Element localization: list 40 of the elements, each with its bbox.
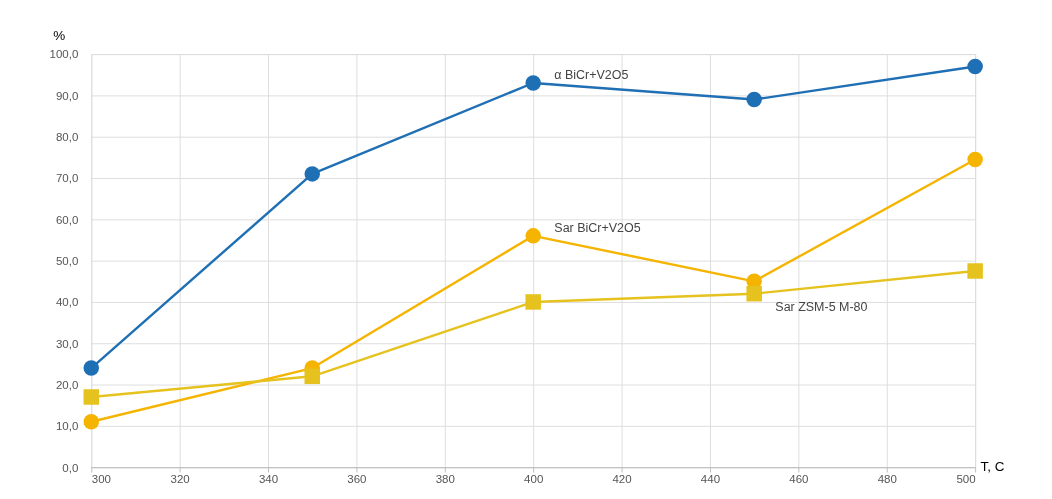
point: [967, 263, 983, 279]
point: [304, 368, 320, 385]
y-tick-label: 10,0: [55, 420, 79, 433]
point: [967, 58, 983, 75]
x-tick-label: 440: [700, 473, 721, 486]
x-tick-label: 500: [956, 473, 976, 486]
point: [525, 75, 541, 91]
x-tick-label: 300: [91, 473, 111, 486]
y-tick-label: 90,0: [55, 89, 79, 102]
series-label: Sar BiCr+V2O5: [554, 221, 641, 236]
point: [83, 360, 100, 376]
point: [967, 151, 983, 168]
point: [746, 285, 762, 302]
point: [746, 91, 762, 108]
series-label: α BiCr+V2O5: [554, 68, 629, 83]
x-tick-label: 380: [435, 473, 455, 486]
y-tick-label: 60,0: [55, 213, 79, 226]
x-tick-label: 420: [612, 473, 632, 486]
y-tick-label: 50,0: [55, 254, 79, 267]
x-tick-label: 320: [170, 473, 190, 486]
y-axis-title: %: [53, 28, 66, 44]
x-tick-label: 460: [789, 473, 809, 486]
point: [304, 166, 320, 182]
point: [83, 414, 100, 430]
y-tick-label: 70,0: [55, 172, 79, 185]
y-tick-label: 40,0: [55, 296, 79, 309]
series-label: Sar ZSM-5 M-80: [775, 299, 868, 314]
point: [83, 389, 100, 405]
point: [525, 294, 541, 310]
x-tick-label: 400: [524, 473, 544, 486]
y-tick-label: 20,0: [55, 378, 79, 391]
y-tick-label: 80,0: [55, 131, 79, 144]
y-tick-label: 30,0: [55, 337, 79, 350]
y-tick-label: 100,0: [49, 48, 79, 61]
point: [525, 228, 541, 244]
x-axis-title: T, C: [980, 458, 1005, 474]
x-tick-label: 480: [877, 473, 897, 486]
x-tick-label: 360: [347, 473, 367, 486]
x-tick-label: 340: [258, 473, 279, 486]
y-tick-label: 0,0: [62, 461, 79, 474]
